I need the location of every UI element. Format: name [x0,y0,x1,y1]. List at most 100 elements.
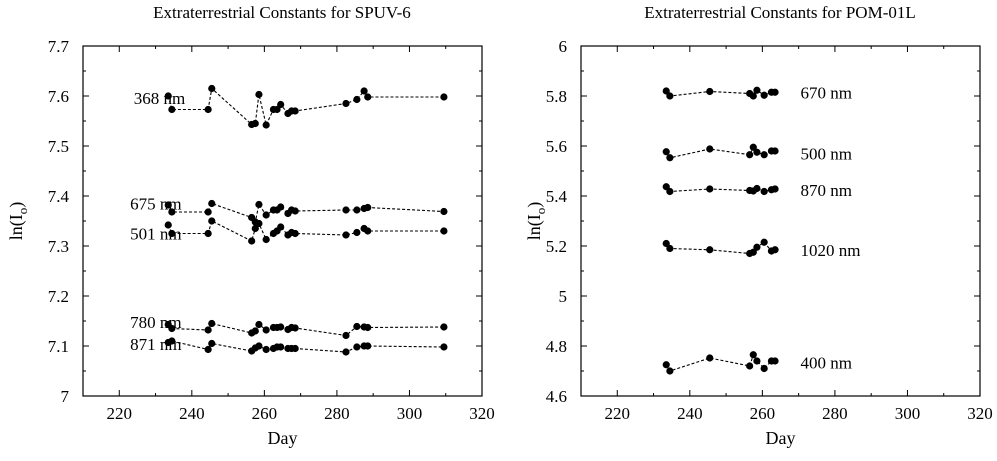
data-point [360,87,368,95]
series-670-nm: 670 nm [662,83,852,102]
data-point [164,221,172,229]
data-point [168,324,176,333]
data-point [164,201,172,209]
data-point [662,239,670,248]
series-501-nm: 501 nm [130,217,448,245]
data-point [706,246,714,254]
y-label-main: ln(I [6,214,27,240]
series-780-nm: 780 nm [130,313,448,340]
data-point [440,323,448,331]
data-point [771,246,779,254]
data-point [353,322,361,331]
data-point [749,92,757,100]
data-point [255,342,263,350]
y-tick-label: 5.6 [546,137,567,156]
y-tick-label: 7.7 [48,37,70,56]
y-axis-label: ln(Io) [524,202,548,241]
chart-panel-1: Extraterrestrial Constants for SPUV-6 220… [6,3,495,448]
y-label-sub: o [15,208,30,215]
series-label: 670 nm [800,83,851,102]
data-point [291,324,299,332]
x-tick-label: 260 [750,404,776,423]
data-point [706,354,714,362]
data-point [291,207,299,215]
data-point [277,100,285,109]
data-point [706,87,714,96]
data-point [771,147,779,155]
plot-frame [580,45,981,397]
data-point [662,148,670,156]
data-point [277,323,285,331]
data-point [364,203,372,212]
y-tick-label: 5 [559,287,568,306]
data-point [251,224,259,233]
data-point [666,187,674,196]
series-label: 675 nm [130,195,181,214]
y-label-close: ) [524,202,545,208]
data-point [749,351,757,359]
series-label: 1020 nm [800,241,860,260]
series-675-nm: 675 nm [130,195,448,226]
data-point [262,235,270,244]
data-point [353,95,361,104]
data-point [342,206,350,214]
y-tick-label: 4.8 [546,337,567,356]
data-point [753,184,761,193]
data-point [255,219,263,228]
series-label: 368 nm [134,89,185,108]
data-point [168,208,176,216]
data-point [251,327,259,335]
data-point [204,326,212,334]
data-point [262,326,270,334]
data-point [208,217,216,225]
data-point [666,92,674,100]
data-point [248,237,256,245]
data-point [342,99,350,108]
x-tick-label: 220 [107,404,133,423]
data-point [771,88,779,96]
data-point [164,92,172,100]
series-label: 870 nm [800,181,851,200]
data-point [662,361,670,369]
data-point [746,362,754,370]
y-tick-label: 7.5 [48,137,69,156]
data-point [291,107,299,115]
data-point [353,206,361,214]
y-axis-label: ln(Io) [6,202,30,241]
data-point [342,231,350,239]
data-point [342,331,350,340]
data-point [208,319,216,328]
series-870-nm: 870 nm [662,181,852,200]
data-point [753,148,761,156]
data-point [168,337,176,345]
data-point [204,105,212,114]
data-point [771,185,779,193]
series-400-nm: 400 nm [662,351,852,375]
data-point [666,367,674,375]
data-point [753,86,761,94]
chart-title: Extraterrestrial Constants for SPUV-6 [153,3,411,22]
data-point [291,229,299,238]
y-label-close: ) [6,202,27,208]
x-tick-label: 220 [605,404,631,423]
data-point [364,227,372,235]
x-tick-label: 320 [967,404,993,423]
x-axis-label: Day [268,428,298,448]
data-point [262,211,270,219]
data-point [749,143,757,151]
series-label: 501 nm [130,225,181,244]
y-tick-label: 7 [61,387,70,406]
data-point [208,84,216,93]
data-point [440,207,448,216]
data-point [204,229,212,238]
data-point [277,223,285,231]
data-point [255,90,263,99]
data-point [706,185,714,193]
x-tick-label: 240 [179,404,205,423]
y-tick-label: 7.4 [48,187,70,206]
data-point [364,93,372,101]
y-tick-label: 7.2 [48,287,69,306]
data-point [749,248,757,256]
data-point [666,154,674,162]
x-tick-label: 240 [677,404,703,423]
